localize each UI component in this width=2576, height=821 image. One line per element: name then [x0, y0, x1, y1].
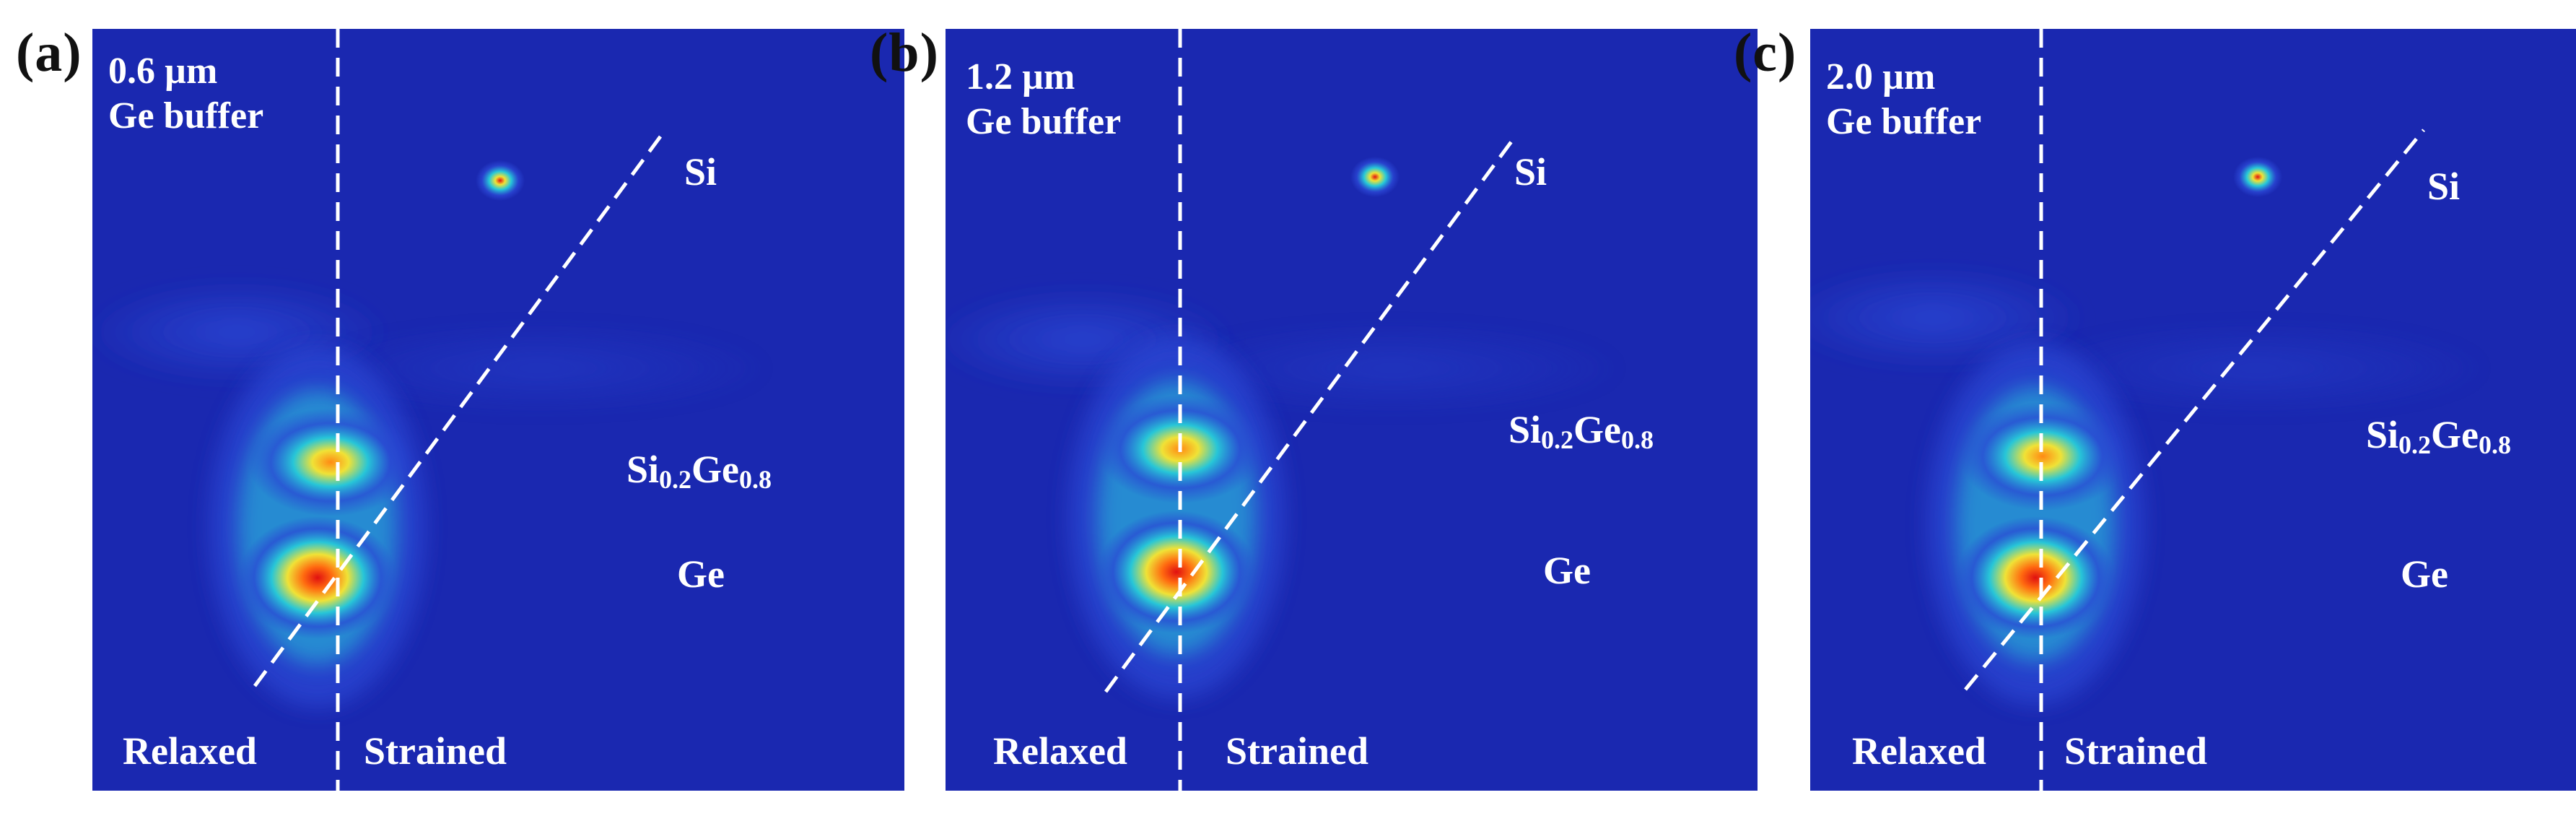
panel-a-alloy-label: Si0.2Ge0.8	[626, 448, 772, 494]
ge-peak	[1097, 511, 1256, 633]
haze-region	[2027, 325, 2489, 412]
panel-c-strained-label: Strained	[2064, 729, 2208, 773]
si-peak	[2233, 157, 2282, 197]
panel-a-si-label: Si	[684, 150, 717, 194]
panel-c-letter: (c)	[1734, 22, 1797, 83]
panel-b-alloy-label: Si0.2Ge0.8	[1509, 408, 1654, 454]
panel-b-map	[946, 29, 1758, 791]
panel-c-alloy-label: Si0.2Ge0.8	[2366, 413, 2512, 459]
panel-c-si-label: Si	[2427, 165, 2461, 208]
strain-diagonal-line	[1964, 129, 2425, 691]
panel-a-buffer: Ge buffer	[108, 95, 264, 136]
panel-b-strained-label: Strained	[1226, 729, 1369, 773]
panel-b-ge-label: Ge	[1543, 549, 1591, 592]
ge-peak	[238, 516, 397, 639]
si-peak	[1350, 157, 1400, 197]
panel-a-letter: (a)	[16, 22, 82, 83]
panel-a-ge-label: Ge	[677, 552, 725, 596]
panel-b-buffer: Ge buffer	[966, 101, 1122, 142]
si-peak	[476, 160, 525, 201]
panel-b-si-label: Si	[1514, 150, 1547, 194]
ge-peak	[1956, 516, 2115, 639]
panel-c-buffer: Ge buffer	[1826, 101, 1982, 142]
panel-b-relaxed-label: Relaxed	[993, 729, 1127, 773]
panel-a-relaxed-label: Relaxed	[123, 729, 257, 773]
haze-region	[1810, 267, 2084, 368]
panel-b: 1.2 µm Ge buffer Si Si0.2Ge0.8 Ge Relaxe…	[946, 29, 1758, 791]
panel-a: 0.6 µm Ge buffer Si Si0.2Ge0.8 Ge Relaxe…	[92, 29, 904, 791]
panel-a-strained-label: Strained	[364, 729, 507, 773]
panel-c-ge-label: Ge	[2401, 552, 2448, 596]
panel-a-thickness: 0.6 µm	[108, 51, 218, 92]
haze-region	[309, 325, 771, 412]
haze-region	[1162, 325, 1624, 412]
panel-b-thickness: 1.2 µm	[966, 56, 1075, 97]
panel-c-relaxed-label: Relaxed	[1852, 729, 1986, 773]
alloy-peak	[1960, 402, 2126, 511]
panel-c-thickness: 2.0 µm	[1826, 56, 1936, 97]
panel-b-letter: (b)	[870, 22, 939, 83]
panel-c: 2.0 µm Ge buffer Si Si0.2Ge0.8 Ge Relaxe…	[1810, 29, 2576, 791]
panel-c-map	[1810, 29, 2576, 791]
panel-a-map	[92, 29, 904, 791]
alloy-peak	[248, 408, 414, 516]
